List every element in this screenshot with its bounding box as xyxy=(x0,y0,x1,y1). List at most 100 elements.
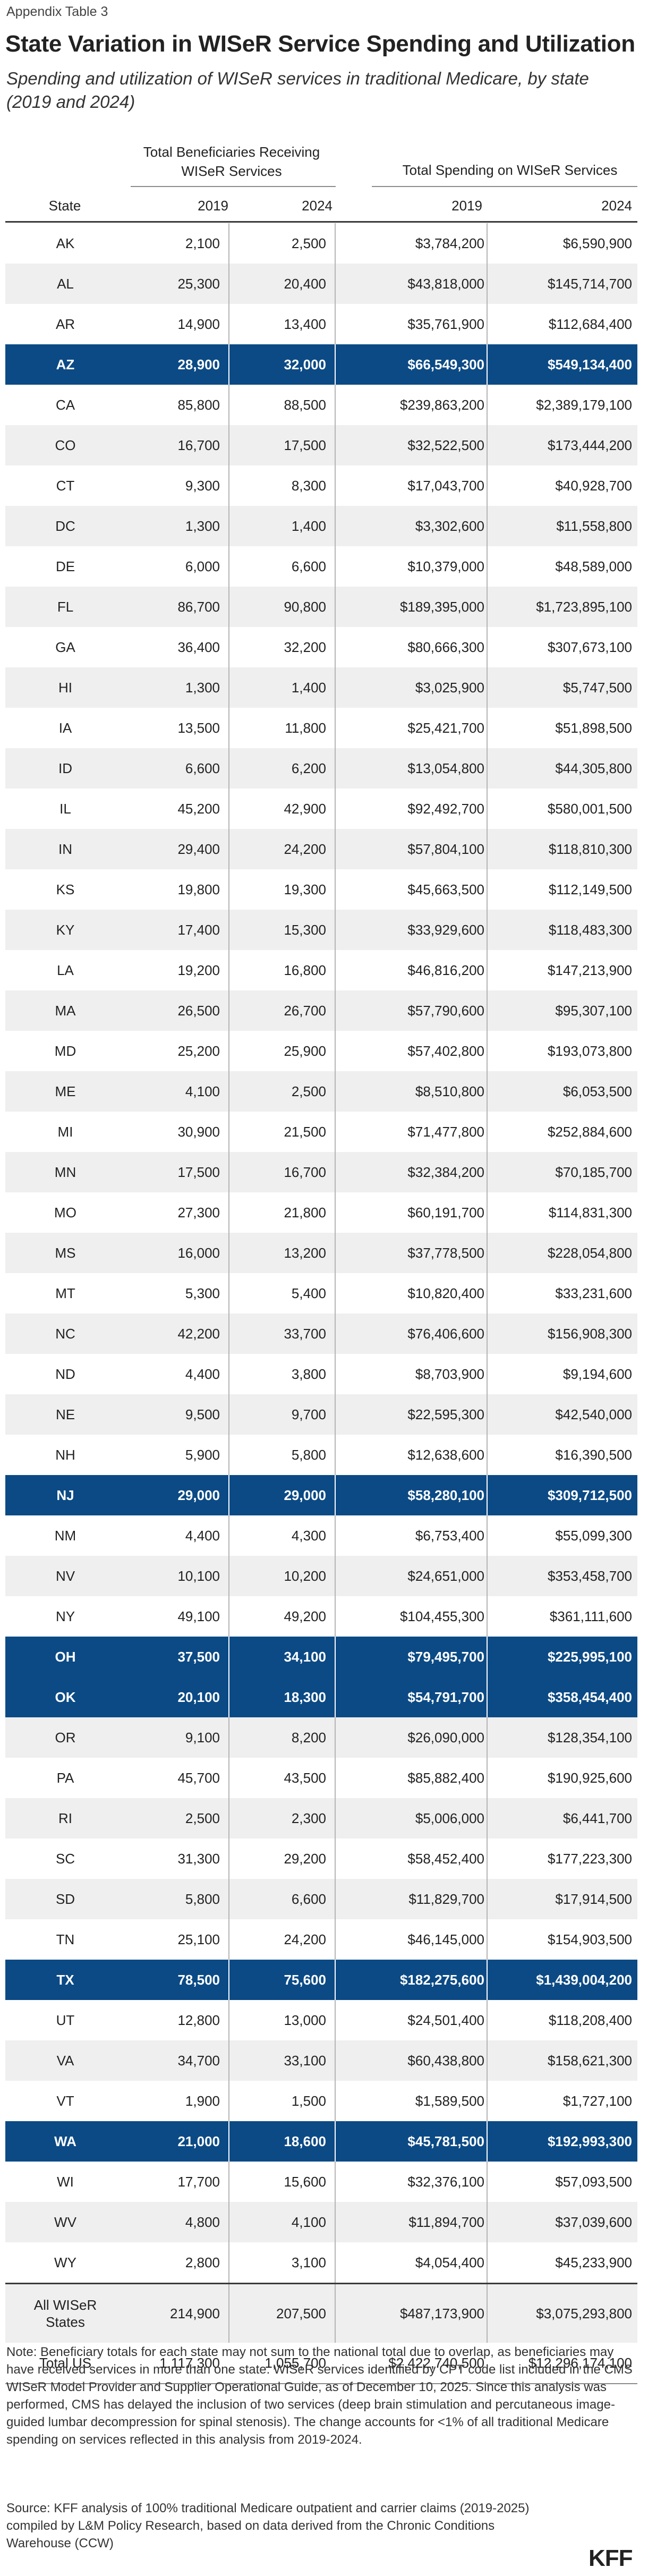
table-row: AR 14,900 13,400 $35,761,900 $112,684,400 xyxy=(5,304,637,344)
summary-rule xyxy=(5,2283,637,2284)
table-row: MS 16,000 13,200 $37,778,500 $228,054,800 xyxy=(5,1233,637,1273)
spending-2024-cell: $156,908,300 xyxy=(547,1325,632,1342)
table-row: WI 17,700 15,600 $32,376,100 $57,093,500 xyxy=(5,2162,637,2202)
table-row: IN 29,400 24,200 $57,804,100 $118,810,300 xyxy=(5,829,637,869)
spending-2024-cell: $17,914,500 xyxy=(555,1891,632,1907)
state-cell: HI xyxy=(58,679,72,696)
spending-2019-cell: $60,191,700 xyxy=(336,1192,488,1233)
spending-2019-cell: $57,804,100 xyxy=(336,829,488,869)
beneficiaries-2019-cell: 86,700 xyxy=(125,587,229,627)
spending-2019-cell: $54,791,700 xyxy=(336,1677,488,1717)
beneficiaries-2024-cell: 13,400 xyxy=(229,304,336,344)
spending-2024-cell: $192,993,300 xyxy=(547,2133,632,2149)
spending-2019-cell: $32,376,100 xyxy=(336,2162,488,2202)
beneficiaries-2019-cell: 6,000 xyxy=(125,546,229,587)
state-cell: ND xyxy=(55,1366,75,1382)
table-row: SD 5,800 6,600 $11,829,700 $17,914,500 xyxy=(5,1879,637,1919)
spending-2019-cell: $58,452,400 xyxy=(336,1838,488,1879)
state-cell: WI xyxy=(57,2173,74,2190)
state-cell: UT xyxy=(56,2012,75,2028)
table-row: LA 19,200 16,800 $46,816,200 $147,213,900 xyxy=(5,950,637,990)
beneficiaries-2019-cell: 29,000 xyxy=(125,1475,229,1515)
state-cell: DC xyxy=(55,518,75,534)
beneficiaries-2019-cell: 37,500 xyxy=(125,1637,229,1677)
spending-2024-cell: $51,898,500 xyxy=(555,719,632,736)
appendix-label: Appendix Table 3 xyxy=(6,4,108,19)
beneficiaries-2024-cell: 3,100 xyxy=(229,2242,336,2283)
state-cell: KY xyxy=(56,921,75,938)
state-cell: WV xyxy=(54,2214,76,2230)
spending-2024-cell: $225,995,100 xyxy=(547,1648,632,1665)
spending-2024-cell: $361,111,600 xyxy=(549,1608,632,1624)
spending-2024-cell: $118,483,300 xyxy=(548,921,632,938)
beneficiaries-2019-cell: 17,700 xyxy=(125,2162,229,2202)
table-row: CO 16,700 17,500 $32,522,500 $173,444,200 xyxy=(5,425,637,465)
beneficiaries-2024-cell: 9,700 xyxy=(229,1394,336,1435)
beneficiaries-2019-cell: 78,500 xyxy=(125,1960,229,2000)
spending-2024-cell: $45,233,900 xyxy=(555,2254,632,2270)
spending-2019-cell: $71,477,800 xyxy=(336,1112,488,1152)
beneficiaries-2019-cell: 2,800 xyxy=(125,2242,229,2283)
beneficiaries-2024-cell: 75,600 xyxy=(229,1960,336,2000)
state-cell: NV xyxy=(55,1567,75,1584)
state-cell: AL xyxy=(57,275,74,292)
beneficiaries-2019-cell: 1,117,300 xyxy=(159,2354,220,2371)
beneficiaries-2019-cell: 42,200 xyxy=(125,1314,229,1354)
beneficiaries-2024-cell: 29,200 xyxy=(229,1838,336,1879)
spending-2024-cell: $118,810,300 xyxy=(548,841,632,857)
spending-2019-cell: $239,863,200 xyxy=(336,385,488,425)
table-row: FL 86,700 90,800 $189,395,000 $1,723,895,100 xyxy=(5,587,637,627)
header-rule xyxy=(5,221,637,223)
table-row: NV 10,100 10,200 $24,651,000 $353,458,700 xyxy=(5,1556,637,1596)
column-header-state: State xyxy=(48,198,81,214)
table-bottom-rule xyxy=(5,2383,637,2384)
beneficiaries-2024-cell: 207,500 xyxy=(229,2284,336,2343)
spending-2019-cell: $26,090,000 xyxy=(336,1717,488,1758)
all-wiser-states-row: All WISeR States 214,900 207,500 $487,173,90… xyxy=(5,2284,637,2343)
table-row: AZ 28,900 32,000 $66,549,300 $549,134,400 xyxy=(5,344,637,385)
spending-2024-cell: $112,149,500 xyxy=(548,881,632,897)
spending-2019-cell: $37,778,500 xyxy=(336,1233,488,1273)
beneficiaries-2019-cell: 21,000 xyxy=(125,2121,229,2162)
spending-2019-cell: $25,421,700 xyxy=(336,708,488,748)
beneficiaries-2019-cell: 49,100 xyxy=(125,1596,229,1637)
table-row: KY 17,400 15,300 $33,929,600 $118,483,300 xyxy=(5,910,637,950)
spending-2024-cell: $55,099,300 xyxy=(555,1527,632,1544)
table-row: AL 25,300 20,400 $43,818,000 $145,714,700 xyxy=(5,264,637,304)
table-row: NE 9,500 9,700 $22,595,300 $42,540,000 xyxy=(5,1394,637,1435)
table-row: MT 5,300 5,400 $10,820,400 $33,231,600 xyxy=(5,1273,637,1314)
state-cell: OR xyxy=(55,1729,76,1745)
state-cell: MN xyxy=(54,1164,76,1180)
spending-2024-cell: $16,390,500 xyxy=(555,1446,632,1463)
spending-2024-cell: $37,039,600 xyxy=(555,2214,632,2230)
beneficiaries-2024-cell: 25,900 xyxy=(229,1031,336,1071)
beneficiaries-2024-cell: 49,200 xyxy=(229,1596,336,1637)
beneficiaries-2024-cell: 15,300 xyxy=(229,910,336,950)
table-row: SC 31,300 29,200 $58,452,400 $177,223,300 xyxy=(5,1838,637,1879)
table-row: PA 45,700 43,500 $85,882,400 $190,925,600 xyxy=(5,1758,637,1798)
spending-2024-cell: $5,747,500 xyxy=(562,679,632,696)
spending-2019-cell: $10,379,000 xyxy=(336,546,488,587)
state-cell: NE xyxy=(55,1406,75,1422)
beneficiaries-2019-cell: 4,100 xyxy=(125,1071,229,1112)
spending-2019-cell: $35,761,900 xyxy=(336,304,488,344)
spending-2024-cell: $147,213,900 xyxy=(547,962,632,978)
spending-2019-cell: $45,781,500 xyxy=(336,2121,488,2162)
beneficiaries-2019-cell: 27,300 xyxy=(125,1192,229,1233)
spending-2024-cell: $353,458,700 xyxy=(547,1567,632,1584)
beneficiaries-2019-cell: 4,400 xyxy=(125,1515,229,1556)
table-row: VT 1,900 1,500 $1,589,500 $1,727,100 xyxy=(5,2081,637,2121)
beneficiaries-2024-cell: 2,500 xyxy=(229,1071,336,1112)
spending-2024-cell: $228,054,800 xyxy=(547,1244,632,1261)
spending-2019-cell: $32,522,500 xyxy=(336,425,488,465)
beneficiaries-2024-cell: 21,800 xyxy=(229,1192,336,1233)
spending-2019-cell: $24,651,000 xyxy=(336,1556,488,1596)
beneficiaries-2024-cell: 18,600 xyxy=(229,2121,336,2162)
spending-2019-cell: $17,043,700 xyxy=(336,465,488,506)
spending-2024-cell: $42,540,000 xyxy=(555,1406,632,1422)
spending-2024-cell: $95,307,100 xyxy=(555,1002,632,1019)
beneficiaries-2024-cell: 1,400 xyxy=(229,667,336,708)
spending-2019-cell: $487,173,900 xyxy=(336,2284,488,2343)
page-subtitle: Spending and utilization of WISeR servic… xyxy=(6,69,589,112)
beneficiaries-2019-cell: 29,400 xyxy=(125,829,229,869)
